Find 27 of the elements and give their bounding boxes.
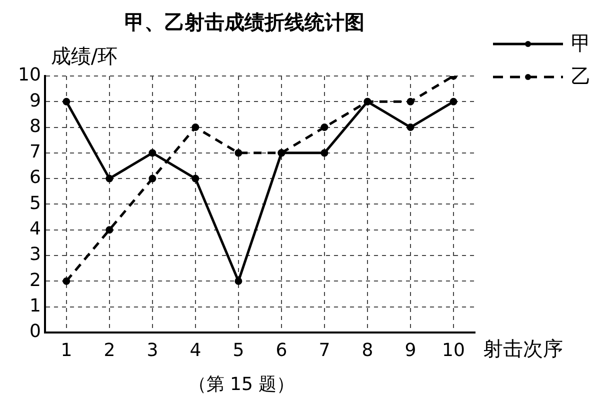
x-tick-label: 5 — [232, 340, 244, 361]
x-tick-label: 9 — [404, 340, 416, 361]
x-tick-label: 4 — [190, 340, 202, 361]
y-tick-label: 4 — [29, 218, 41, 240]
y-tick-label: 0 — [29, 321, 41, 342]
y-tick-label: 10 — [18, 64, 41, 86]
x-tick-label: 10 — [442, 340, 465, 361]
y-axis-title: 成绩/环 — [50, 44, 118, 68]
text: （第 15 题） — [187, 373, 296, 396]
y-tick-label: 3 — [29, 244, 41, 266]
x-axis-title: 射击次序 — [483, 336, 563, 361]
chart-title: 甲、乙射击成绩折线统计图 — [124, 10, 364, 34]
x-tick-label: 7 — [318, 340, 330, 361]
x-tick-label: 1 — [60, 340, 72, 361]
x-tick-label: 6 — [276, 340, 288, 361]
y-tick-label: 6 — [29, 167, 41, 188]
x-tick-label: 3 — [146, 340, 158, 361]
legend-label: 甲 — [571, 30, 591, 57]
y-tick-label: 1 — [29, 295, 41, 316]
y-tick-label: 5 — [29, 192, 41, 214]
x-tick-label: 8 — [362, 340, 374, 361]
y-tick-label: 2 — [29, 270, 41, 291]
y-tick-label: 9 — [29, 90, 41, 112]
y-tick-label: 8 — [29, 116, 41, 137]
legend-label: 乙 — [571, 63, 591, 90]
y-tick-label: 7 — [29, 142, 41, 163]
x-tick-label: 2 — [104, 340, 116, 361]
